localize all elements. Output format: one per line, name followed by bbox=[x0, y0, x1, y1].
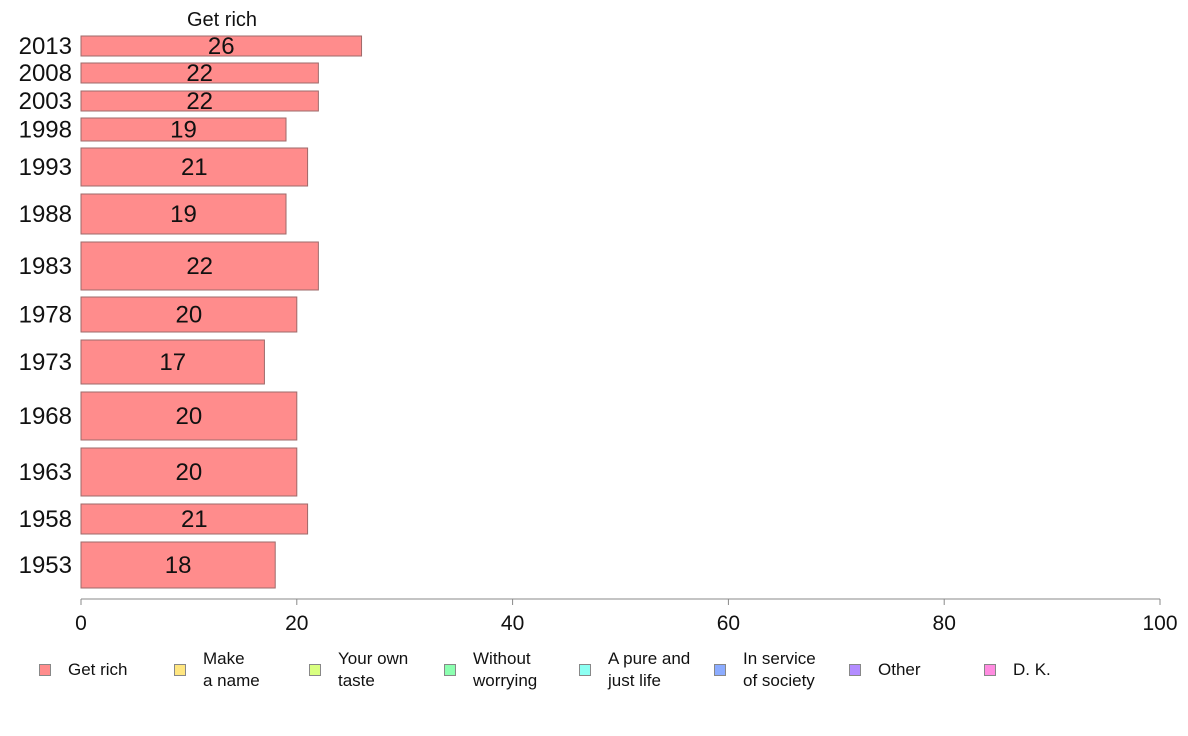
category-label-1973: 1973 bbox=[19, 349, 72, 376]
x-tick-label-20: 20 bbox=[285, 612, 308, 635]
legend-swatch bbox=[39, 664, 51, 676]
category-label-2013: 2013 bbox=[19, 33, 72, 60]
legend-swatch bbox=[714, 664, 726, 676]
legend: Get rich Make a name Your own taste With… bbox=[0, 648, 1188, 698]
bar-1968 bbox=[80, 391, 298, 441]
bar-1993 bbox=[80, 147, 309, 187]
bar-2008 bbox=[80, 62, 319, 84]
bar-1983 bbox=[80, 241, 319, 291]
legend-item-without-worrying: Without worrying bbox=[444, 648, 537, 692]
data-label-2003: 22 bbox=[186, 88, 213, 115]
category-label-1993: 1993 bbox=[19, 154, 72, 181]
category-label-1968: 1968 bbox=[19, 403, 72, 430]
data-label-1998: 19 bbox=[170, 117, 197, 144]
legend-label: A pure and just life bbox=[608, 649, 691, 690]
x-tick-label-60: 60 bbox=[717, 612, 740, 635]
bar-1953 bbox=[80, 541, 276, 589]
legend-swatch bbox=[984, 664, 996, 676]
bar-2003 bbox=[80, 90, 319, 112]
bar-1988 bbox=[80, 193, 287, 235]
legend-label: Your own taste bbox=[338, 649, 409, 690]
legend-swatch bbox=[309, 664, 321, 676]
data-label-1993: 21 bbox=[181, 154, 208, 181]
legend-item-in-service-of-society: In service of society bbox=[714, 648, 816, 692]
x-axis: 0 20 40 60 80 100 bbox=[75, 598, 1178, 635]
data-label-1988: 19 bbox=[170, 201, 197, 228]
panel-title: Get rich bbox=[187, 9, 257, 31]
legend-label: Make a name bbox=[203, 649, 260, 690]
bar-1973 bbox=[80, 339, 265, 385]
legend-label: Other bbox=[878, 660, 921, 679]
category-label-2008: 2008 bbox=[19, 60, 72, 87]
x-tick-label-40: 40 bbox=[501, 612, 524, 635]
data-label-1953: 18 bbox=[165, 552, 192, 579]
legend-label: Without worrying bbox=[473, 649, 538, 690]
bars-group: 26 2013 22 2008 22 2003 19 1998 21 1993 19 1988 22 19… bbox=[19, 33, 363, 589]
category-label-1998: 1998 bbox=[19, 117, 72, 144]
data-label-1978: 20 bbox=[176, 302, 203, 329]
bar-chart: Get rich 26 2013 22 2008 22 2003 19 1998 21 1993 1… bbox=[19, 9, 1178, 635]
bar-1998 bbox=[80, 117, 287, 142]
bar-2013 bbox=[80, 35, 363, 57]
category-label-1963: 1963 bbox=[19, 459, 72, 486]
legend-swatch bbox=[174, 664, 186, 676]
category-label-2003: 2003 bbox=[19, 88, 72, 115]
legend-item-make-a-name: Make a name bbox=[174, 648, 260, 692]
x-tick-label-100: 100 bbox=[1142, 612, 1177, 635]
legend-swatch bbox=[444, 664, 456, 676]
data-label-1983: 22 bbox=[186, 253, 213, 280]
x-tick-label-80: 80 bbox=[933, 612, 956, 635]
category-label-1978: 1978 bbox=[19, 302, 72, 329]
bar-1978 bbox=[80, 296, 298, 333]
category-label-1958: 1958 bbox=[19, 506, 72, 533]
x-tick-label-0: 0 bbox=[75, 612, 87, 635]
legend-label: Get rich bbox=[68, 660, 128, 679]
legend-item-a-pure-and-just-life: A pure and just life bbox=[579, 648, 690, 692]
legend-item-get-rich: Get rich bbox=[39, 648, 128, 692]
data-label-1958: 21 bbox=[181, 506, 208, 533]
bar-1958 bbox=[80, 503, 309, 535]
category-label-1953: 1953 bbox=[19, 552, 72, 579]
legend-swatch bbox=[849, 664, 861, 676]
data-label-2008: 22 bbox=[186, 60, 213, 87]
legend-item-dk: D. K. bbox=[984, 648, 1051, 692]
data-label-1963: 20 bbox=[176, 459, 203, 486]
data-label-1968: 20 bbox=[176, 403, 203, 430]
legend-label: In service of society bbox=[743, 649, 816, 690]
legend-swatch bbox=[579, 664, 591, 676]
legend-item-your-own-taste: Your own taste bbox=[309, 648, 408, 692]
bar-1963 bbox=[80, 447, 298, 497]
data-label-2013: 26 bbox=[208, 33, 235, 60]
legend-item-other: Other bbox=[849, 648, 921, 692]
category-label-1983: 1983 bbox=[19, 253, 72, 280]
category-label-1988: 1988 bbox=[19, 201, 72, 228]
legend-label: D. K. bbox=[1013, 660, 1051, 679]
data-label-1973: 17 bbox=[159, 349, 186, 376]
